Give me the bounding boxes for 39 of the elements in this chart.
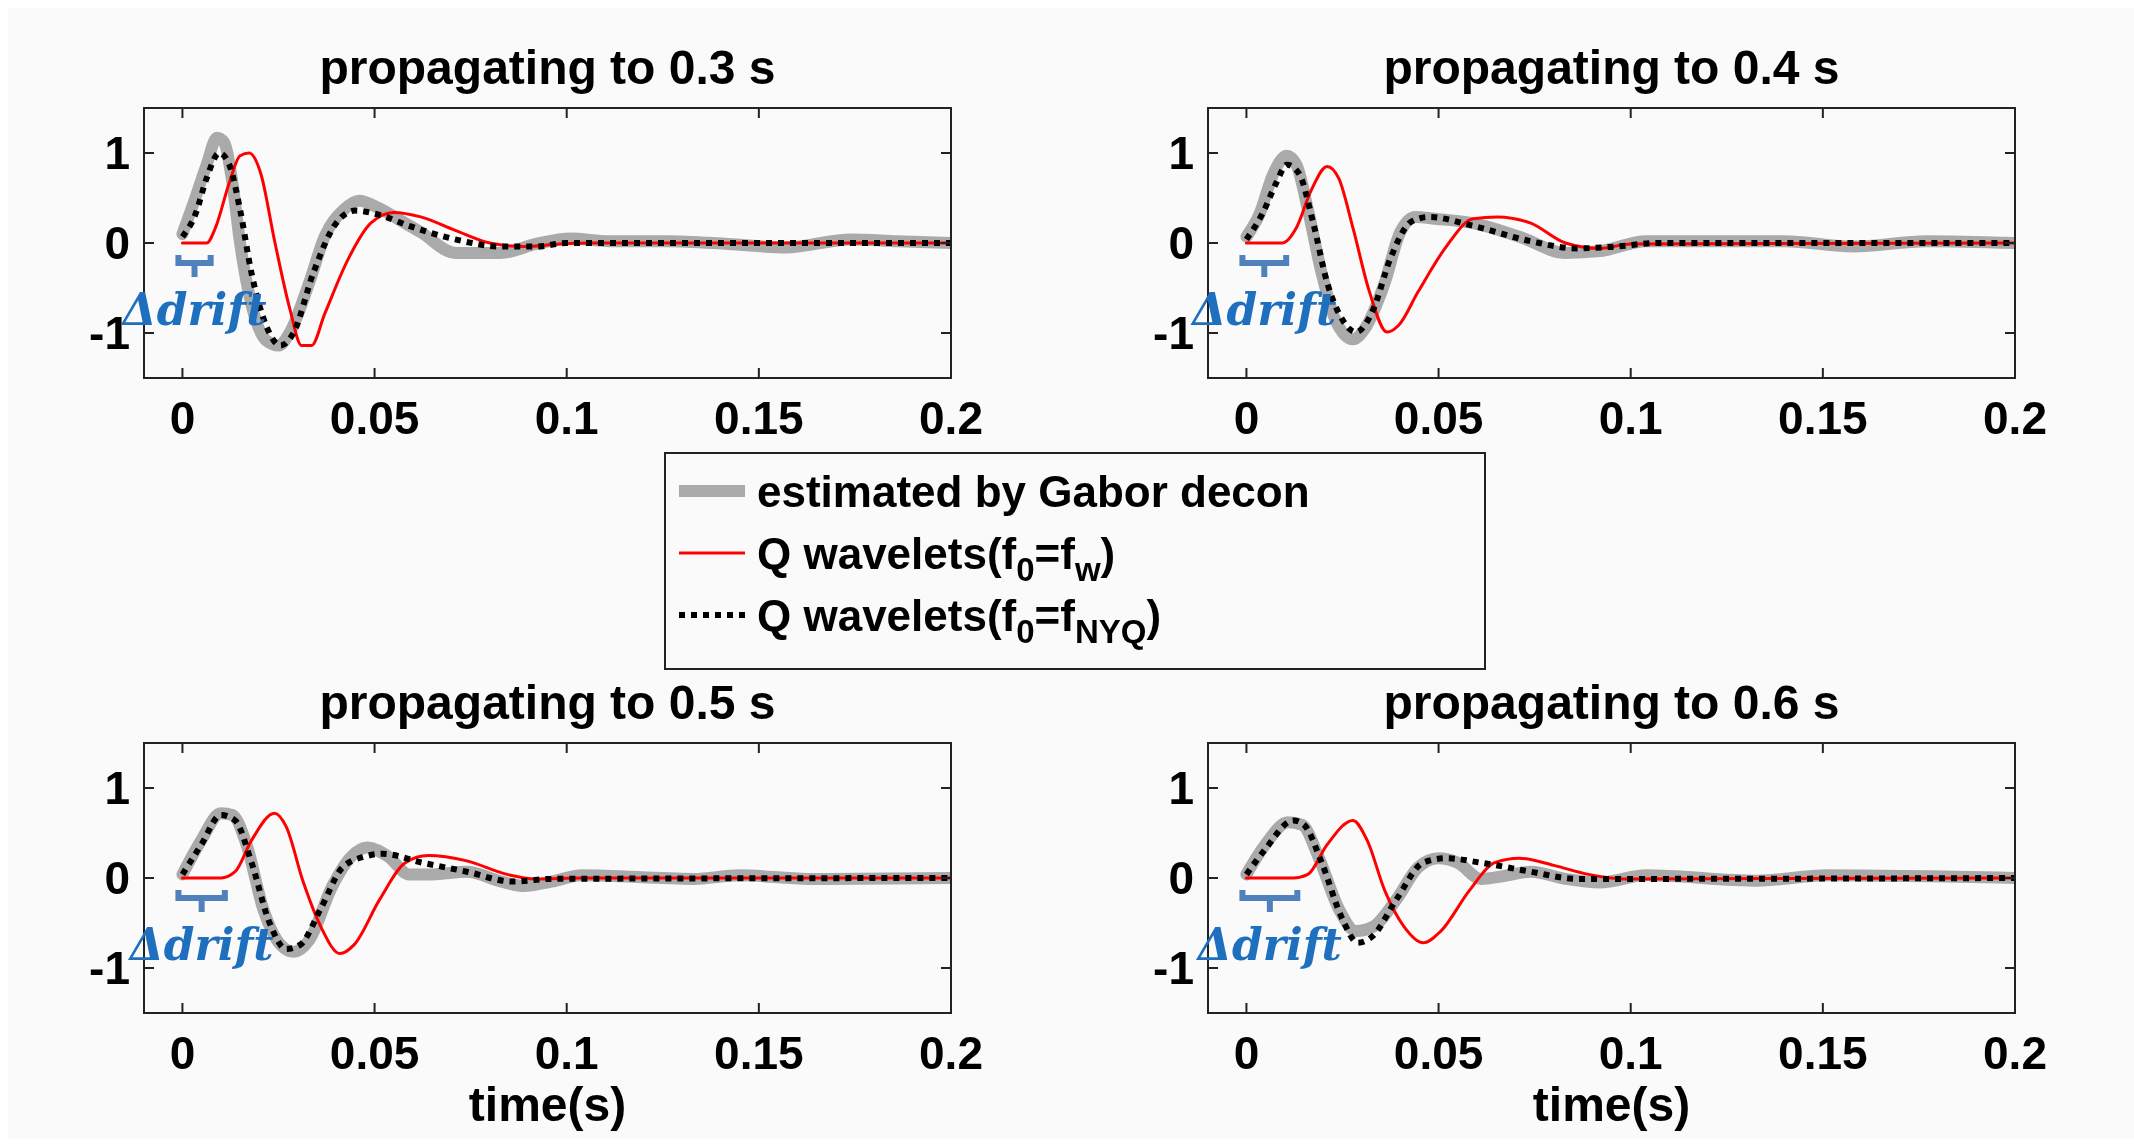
x-tick-label: 0.15: [714, 1027, 804, 1079]
y-tick-label: 1: [104, 762, 130, 815]
x-tick-label: 0.1: [534, 1027, 599, 1079]
x-tick-label: 0.05: [1393, 392, 1484, 444]
x-tick-label: 0: [1233, 1027, 1260, 1079]
chart-title: propagating to 0.6 s: [1383, 676, 1840, 729]
x-tick-label: 0.15: [1778, 1027, 1868, 1079]
x-tick-label: 0.05: [329, 392, 420, 444]
x-tick-label: 0: [1233, 392, 1260, 444]
y-tick-label: 0: [104, 852, 130, 905]
legend-label: estimated by Gabor decon: [757, 467, 1310, 516]
y-tick-label: 0: [104, 217, 130, 270]
x-tick-label: 0: [169, 392, 196, 444]
y-tick-label: -1: [1153, 942, 1194, 995]
x-tick-label: 0.15: [1778, 392, 1868, 444]
x-tick-label: 0: [169, 1027, 196, 1079]
x-tick-label: 0.1: [1598, 392, 1663, 444]
y-tick-label: 1: [104, 127, 130, 180]
x-tick-label: 0.2: [919, 1027, 983, 1079]
x-tick-label: 0.05: [1393, 1027, 1484, 1079]
chart-title: propagating to 0.3 s: [319, 41, 776, 94]
y-tick-label: -1: [89, 942, 130, 995]
y-tick-label: 0: [1168, 852, 1194, 905]
y-tick-label: 1: [1168, 127, 1194, 180]
x-tick-label: 0.2: [919, 392, 983, 444]
chart-title: propagating to 0.4 s: [1383, 41, 1840, 94]
x-axis-title: time(s): [1532, 1078, 1691, 1131]
x-axis-title: time(s): [468, 1078, 627, 1131]
y-tick-label: 0: [1168, 217, 1194, 270]
legend-label: Q wavelets(f$_{0}$=f$_{NYQ}$): [757, 591, 1162, 650]
x-tick-label: 0.15: [714, 392, 804, 444]
x-tick-label: 0.2: [1983, 1027, 2047, 1079]
x-tick-label: 0.05: [329, 1027, 420, 1079]
x-tick-label: 0.1: [534, 392, 599, 444]
y-tick-label: 1: [1168, 762, 1194, 815]
x-tick-label: 0.1: [1598, 1027, 1663, 1079]
x-tick-label: 0.2: [1983, 392, 2047, 444]
legend-label: Q wavelets(f$_{0}$=f$_{w}$): [757, 529, 1116, 588]
chart-title: propagating to 0.5 s: [319, 676, 776, 729]
